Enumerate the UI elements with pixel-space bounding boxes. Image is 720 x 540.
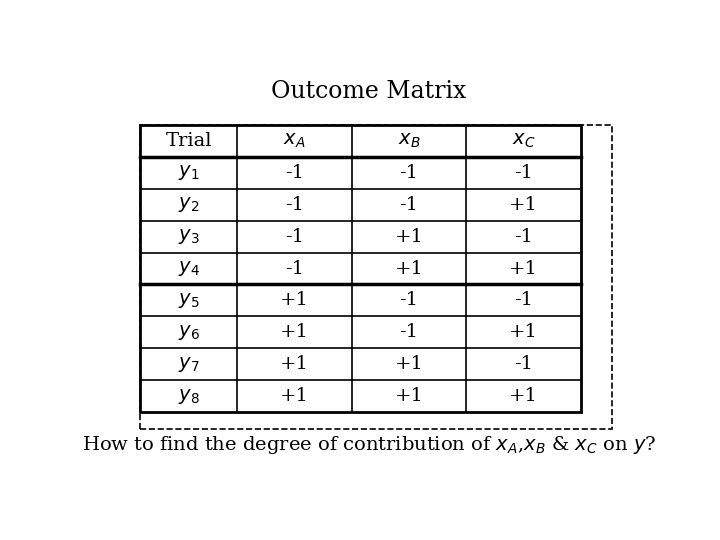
Text: +1: +1 [280,387,309,405]
Bar [140,125,612,429]
Text: -1: -1 [285,228,304,246]
Text: $y_6$: $y_6$ [178,323,199,342]
Text: -1: -1 [400,292,418,309]
Text: Trial: Trial [166,132,212,150]
Text: $x_C$: $x_C$ [512,132,536,150]
Text: +1: +1 [509,196,538,214]
Text: $y_3$: $y_3$ [178,227,199,246]
Text: -1: -1 [285,196,304,214]
Text: $y_4$: $y_4$ [178,259,199,278]
Text: -1: -1 [285,260,304,278]
Text: +1: +1 [395,387,423,405]
Text: $y_5$: $y_5$ [178,291,199,310]
Text: +1: +1 [395,355,423,373]
Text: +1: +1 [280,323,309,341]
Text: -1: -1 [514,292,534,309]
Text: $y_8$: $y_8$ [178,387,199,406]
Text: $x_B$: $x_B$ [398,132,420,150]
Text: $y_1$: $y_1$ [178,164,199,183]
Text: $y_7$: $y_7$ [178,355,199,374]
Bar [140,125,581,412]
Text: +1: +1 [280,292,309,309]
Text: -1: -1 [514,228,534,246]
Text: -1: -1 [514,355,534,373]
Text: +1: +1 [509,387,538,405]
Text: How to find the degree of contribution of $x_A$,$x_B$ & $x_C$ on $y$?: How to find the degree of contribution o… [82,434,656,456]
Text: -1: -1 [400,196,418,214]
Text: +1: +1 [280,355,309,373]
Text: -1: -1 [400,164,418,182]
Text: $y_2$: $y_2$ [178,195,199,214]
Text: +1: +1 [509,260,538,278]
Text: -1: -1 [400,323,418,341]
Text: +1: +1 [395,260,423,278]
Text: $x_A$: $x_A$ [283,132,306,150]
Text: Outcome Matrix: Outcome Matrix [271,80,467,103]
Text: -1: -1 [285,164,304,182]
Text: -1: -1 [514,164,534,182]
Text: +1: +1 [509,323,538,341]
Text: +1: +1 [395,228,423,246]
